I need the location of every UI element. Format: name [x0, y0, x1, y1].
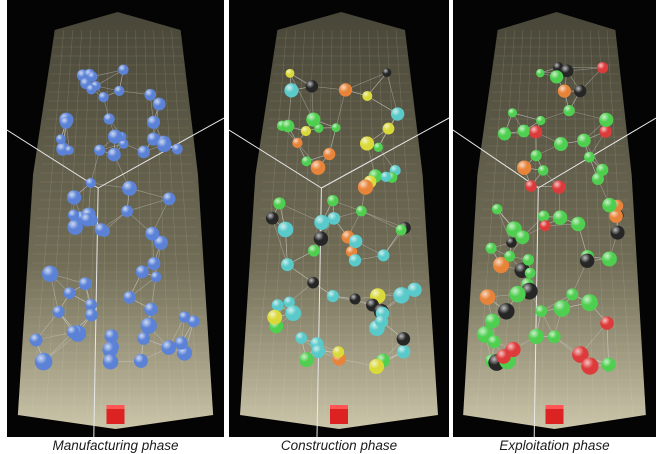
- caption-exploitation-phase: Exploitation phase: [499, 438, 610, 453]
- panel-construction: [229, 0, 449, 437]
- panel-exploitation: [453, 0, 656, 437]
- caption-manufacturing-phase: Manufacturing phase: [52, 438, 179, 453]
- graph-nodes: [476, 62, 625, 375]
- tower-graph-construction: [229, 12, 449, 437]
- panel-manufacturing: [7, 0, 224, 437]
- tower-graph-exploitation: [453, 12, 656, 437]
- axis-line: [97, 117, 224, 189]
- axis-line: [453, 129, 539, 189]
- axis-line: [538, 117, 656, 189]
- graph-nodes: [265, 68, 422, 375]
- graph-nodes: [29, 64, 200, 371]
- tower-graph-manufacturing: [7, 12, 224, 437]
- axis-line: [321, 117, 449, 189]
- axis-line: [229, 129, 322, 189]
- axis-line: [7, 129, 99, 189]
- base-marker: [545, 408, 564, 424]
- base-marker: [330, 408, 348, 424]
- caption-construction-phase: Construction phase: [280, 438, 398, 453]
- base-marker: [106, 408, 125, 424]
